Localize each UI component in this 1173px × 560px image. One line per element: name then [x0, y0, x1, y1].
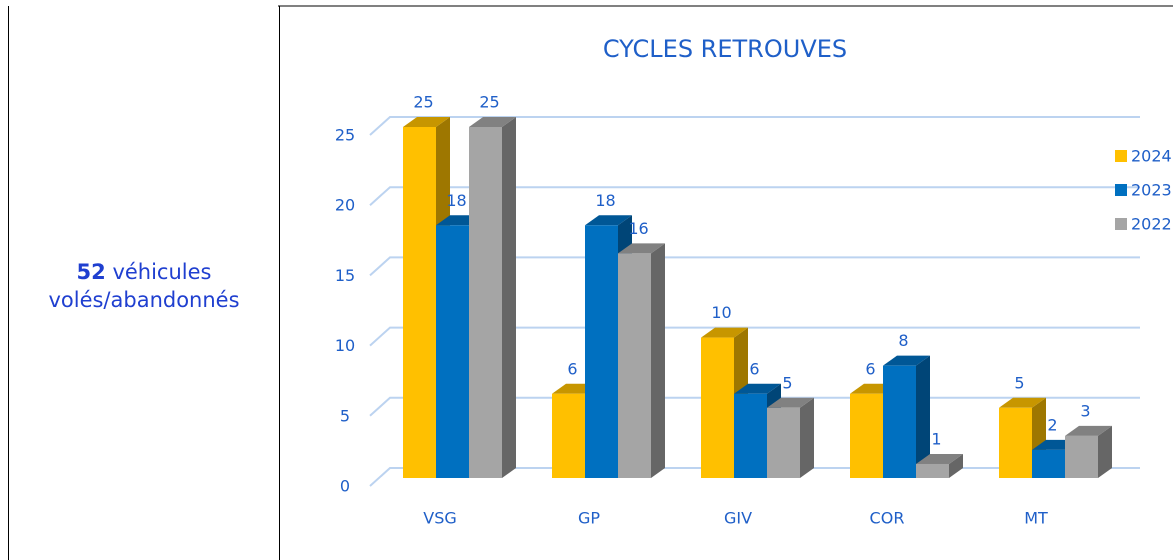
grid-line — [369, 186, 1140, 206]
grid-line — [369, 326, 1140, 347]
bar — [767, 397, 814, 478]
bar-face — [767, 397, 814, 408]
x-tick-label: VSG — [423, 509, 457, 528]
bar — [883, 355, 930, 478]
summary: 52 véhicules volés/abandonnés — [48, 258, 239, 314]
value-label: 5 — [1014, 373, 1024, 392]
bar-face — [883, 365, 916, 478]
legend-label: 2024 — [1131, 147, 1172, 166]
bar-face — [734, 393, 767, 478]
bar-face — [1098, 425, 1112, 478]
x-tick-label: GP — [578, 509, 600, 528]
y-tick-label: 5 — [340, 406, 350, 425]
x-tick-label: COR — [870, 509, 905, 528]
bar-face — [585, 215, 632, 226]
bar-face — [1032, 449, 1065, 478]
bar-face — [916, 463, 949, 478]
bar-face — [469, 117, 516, 127]
summary-text: véhicules — [112, 260, 212, 284]
bar-face — [949, 453, 963, 478]
x-tick-label: MT — [1024, 509, 1048, 528]
bar-face — [618, 253, 651, 478]
bar-face — [469, 127, 502, 478]
legend-label: 2022 — [1131, 215, 1172, 234]
value-label: 8 — [898, 331, 908, 350]
bar — [1065, 425, 1112, 478]
count: 52 — [76, 260, 106, 284]
y-tick-label: 0 — [340, 477, 350, 496]
bar-face — [883, 355, 930, 366]
bar-face — [701, 337, 734, 478]
bar-face — [618, 243, 665, 254]
y-tick-label: 25 — [335, 126, 355, 145]
bar-face — [403, 127, 436, 478]
x-tick-label: GIV — [724, 509, 752, 528]
bar-face — [850, 393, 883, 478]
value-label: 16 — [628, 219, 648, 238]
bar-face — [800, 397, 814, 478]
value-label: 18 — [595, 191, 615, 210]
grid-line — [369, 256, 1140, 277]
bar-face — [767, 407, 800, 478]
value-label: 1 — [931, 429, 941, 448]
legend-swatch — [1115, 218, 1127, 230]
y-tick-label: 20 — [335, 196, 355, 215]
bar — [469, 117, 516, 478]
bar-face — [1065, 425, 1112, 436]
bar-face — [436, 225, 469, 478]
value-label: 6 — [749, 359, 759, 378]
y-tick-label: 15 — [335, 266, 355, 285]
bar-face — [999, 407, 1032, 478]
bar-face — [651, 243, 665, 478]
bar-face — [502, 117, 516, 478]
bar — [916, 453, 963, 478]
value-label: 25 — [479, 93, 499, 112]
value-label: 5 — [782, 373, 792, 392]
value-label: 10 — [711, 303, 731, 322]
bar-face — [734, 383, 781, 394]
value-label: 25 — [413, 93, 433, 112]
summary-cell: 52 véhicules volés/abandonnés — [8, 6, 280, 560]
legend-swatch — [1115, 150, 1127, 162]
y-tick-label: 10 — [335, 336, 355, 355]
value-label: 6 — [567, 359, 577, 378]
bar-face — [403, 117, 450, 127]
legend-label: 2023 — [1131, 181, 1172, 200]
grid-line — [369, 116, 1140, 136]
legend-swatch — [1115, 184, 1127, 196]
chart-title: CYCLES RETROUVES — [603, 35, 847, 63]
summary-text: volés/abandonnés — [48, 288, 240, 312]
bar-face — [1065, 435, 1098, 478]
bar — [618, 243, 665, 478]
value-label: 2 — [1047, 415, 1057, 434]
bar-face — [701, 327, 748, 338]
bar-face — [552, 393, 585, 478]
value-label: 3 — [1080, 401, 1090, 420]
bar-face — [916, 453, 963, 464]
bar-face — [999, 397, 1046, 408]
bar-face — [585, 225, 618, 478]
bar-face — [916, 355, 930, 478]
value-label: 18 — [446, 191, 466, 210]
value-label: 6 — [865, 359, 875, 378]
